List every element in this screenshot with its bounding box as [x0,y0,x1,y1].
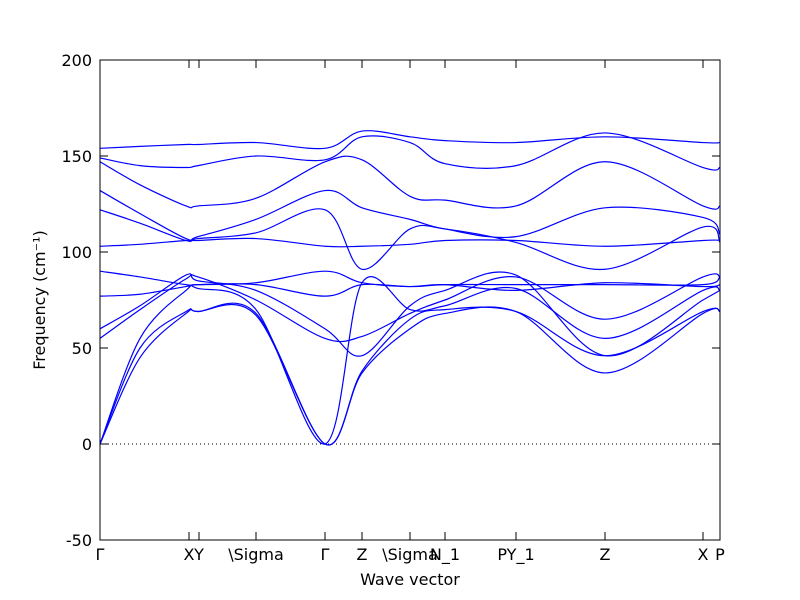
y-tick-label: 200 [61,51,92,70]
band-line [99,270,721,288]
x-tick-label: Γ [321,545,330,564]
band-line [99,132,721,171]
x-tick-label: X [184,545,195,564]
band-line [99,155,721,210]
band-line [99,208,721,270]
y-tick-label: 0 [82,435,92,454]
band-line [99,130,721,150]
plot-area [100,60,720,540]
x-tick-label: \Sigma [228,545,284,564]
band-line [99,304,721,446]
x-tick-label: Z [357,545,368,564]
y-tick-label: 50 [72,339,92,358]
x-tick-label: Y [193,545,204,564]
band-line [99,271,721,357]
x-axis-label: Wave vector [360,570,460,589]
x-tick-label: Z [600,545,611,564]
x-tick-label: PY_1 [497,545,534,565]
x-tick-label: P [715,545,725,564]
x-tick-label: Γ [96,545,105,564]
y-tick-label: 150 [61,147,92,166]
band-line [99,282,721,297]
x-tick-label: X [698,545,709,564]
x-tick-label: N_1 [430,545,460,565]
x-tick-label: \Sigma [382,545,438,564]
y-axis-label: Frequency (cm⁻¹) [30,230,49,369]
y-tick-label: 100 [61,243,92,262]
band-line [99,189,721,242]
band-line [99,275,721,445]
y-tick-label: -50 [66,531,92,550]
band-line [99,273,721,343]
